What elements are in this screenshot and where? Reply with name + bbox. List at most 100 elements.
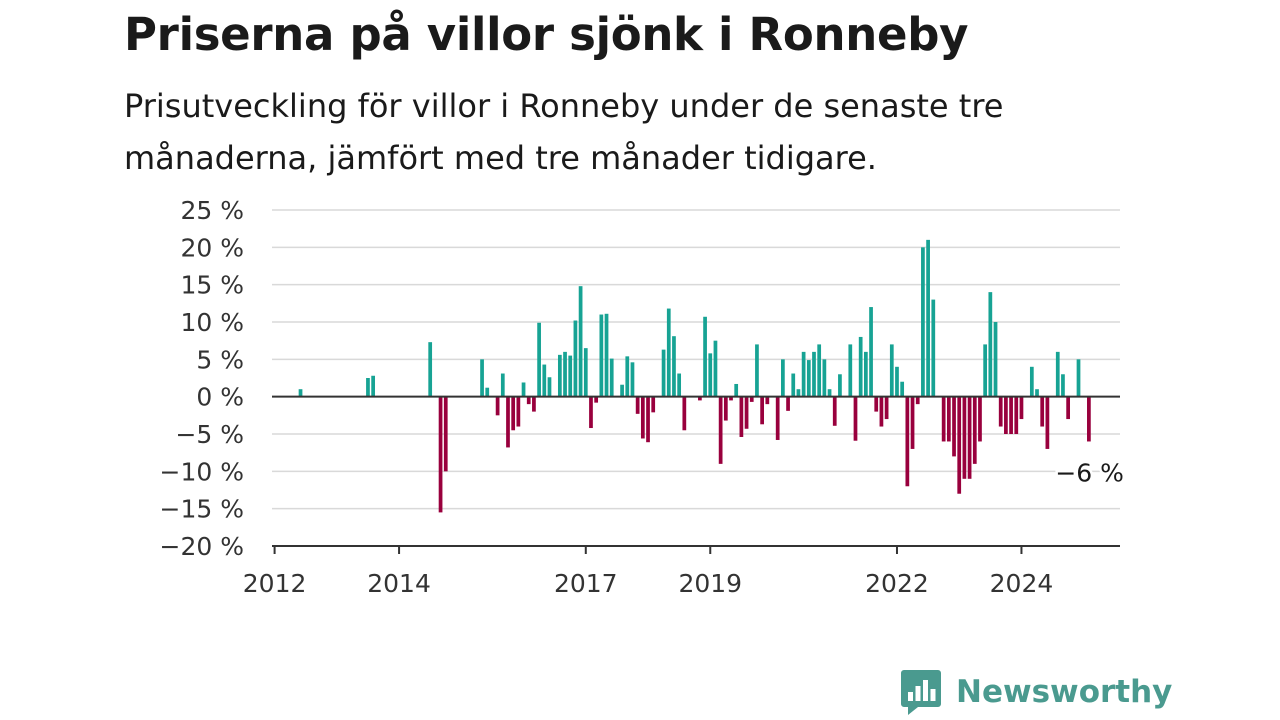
bar (1004, 396, 1008, 434)
x-tick-label: 2017 (554, 569, 618, 598)
bar (817, 344, 822, 397)
bar (744, 396, 749, 429)
bars (298, 239, 1091, 513)
bar (1029, 366, 1034, 397)
chart-title: Priserna på villor sjönk i Ronneby (124, 8, 969, 61)
bar (723, 396, 728, 421)
bar (635, 396, 640, 414)
bar (952, 396, 956, 457)
bar (1019, 396, 1024, 420)
bar (853, 396, 858, 441)
bar (516, 396, 521, 427)
bar (542, 364, 547, 397)
bar (438, 396, 443, 513)
bar (1035, 389, 1039, 397)
bar (957, 396, 962, 494)
bar (884, 396, 889, 420)
x-axis: 2012 2014 2017 2019 2022 2024 (243, 545, 1120, 598)
bar (962, 396, 967, 479)
bar (921, 247, 925, 397)
bar (547, 377, 552, 397)
y-tick-label: 15 % (180, 271, 244, 300)
y-tick-label: 5 % (196, 345, 244, 374)
brand-name: Newsworthy (956, 674, 1173, 710)
bar (646, 396, 650, 443)
bar (526, 396, 531, 405)
bar (781, 359, 785, 397)
bar-chart-speech-bubble-icon (901, 670, 941, 715)
bar (806, 360, 811, 397)
bar (713, 340, 718, 397)
y-tick-label: 0 % (196, 383, 244, 412)
bar (521, 382, 526, 397)
bar (708, 353, 713, 397)
bar (1087, 396, 1091, 442)
x-tick-label: 2022 (865, 569, 929, 598)
bar (609, 358, 614, 397)
bar (511, 396, 516, 431)
bar (1055, 351, 1060, 397)
bar (858, 336, 863, 397)
bar (371, 375, 376, 397)
bar (734, 383, 739, 397)
gridlines (272, 209, 1120, 510)
bar (573, 320, 578, 397)
y-tick-label: −20 % (160, 532, 244, 561)
bar (682, 396, 687, 431)
bar (755, 344, 759, 397)
bar (749, 396, 754, 402)
bar (838, 374, 842, 397)
bar (941, 396, 946, 442)
bar (1040, 396, 1045, 427)
bar (703, 316, 707, 397)
bar (988, 292, 993, 397)
bar (480, 359, 484, 397)
chart-subtitle: Prisutveckling för villor i Ronneby unde… (124, 87, 1004, 177)
bar (760, 396, 764, 425)
bar (718, 396, 723, 464)
bar (889, 344, 894, 397)
brand-logo: Newsworthy (900, 668, 1172, 716)
bar (946, 396, 951, 442)
bar (672, 336, 676, 397)
annotation-label: −6 % (1055, 458, 1124, 487)
bar (620, 384, 624, 397)
bar (557, 354, 562, 397)
bar (589, 396, 593, 429)
bar (630, 362, 635, 397)
bar (983, 344, 988, 397)
x-tick-label: 2014 (367, 569, 431, 598)
bar (640, 396, 645, 439)
bar (677, 373, 682, 397)
bar (604, 313, 609, 397)
bar (1076, 359, 1081, 397)
bar (910, 396, 915, 449)
bar (537, 322, 541, 397)
bar (931, 299, 936, 397)
bar (775, 396, 780, 440)
y-tick-label: −10 % (160, 457, 244, 486)
bar (900, 381, 905, 397)
bar (651, 396, 656, 413)
x-tick-label: 2024 (990, 569, 1054, 598)
bar (698, 396, 702, 401)
bar (428, 342, 433, 397)
bar (1066, 396, 1071, 420)
bar (568, 355, 573, 397)
bar (666, 308, 671, 397)
bar (578, 286, 583, 397)
bar (822, 359, 827, 397)
bar (915, 396, 920, 405)
bar (495, 396, 500, 416)
bar (993, 322, 998, 397)
bar (879, 396, 884, 427)
bar (443, 396, 448, 472)
bar (832, 396, 837, 426)
bar (661, 349, 666, 397)
bar (874, 396, 879, 412)
bar (506, 396, 510, 448)
bar (485, 387, 490, 397)
y-tick-label: 10 % (180, 308, 244, 337)
bar (583, 348, 588, 397)
bar (972, 396, 977, 464)
